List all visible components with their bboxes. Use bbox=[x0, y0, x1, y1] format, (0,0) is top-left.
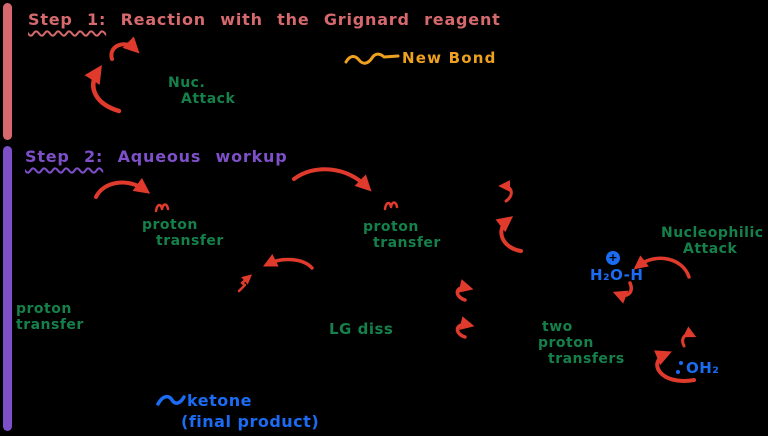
water-formula: OH₂ bbox=[686, 359, 720, 377]
c-curl-arrow-upper bbox=[455, 279, 474, 302]
lg-diss-label: LG diss bbox=[329, 320, 394, 338]
proton-transfer-left-line1: proton bbox=[16, 301, 72, 317]
small-squiggle-arrow-b bbox=[383, 201, 399, 211]
new-bond-label: New Bond bbox=[402, 49, 497, 67]
proton-transfer-b-line2: transfer bbox=[373, 235, 441, 252]
new-bond-squiggle bbox=[344, 52, 400, 65]
small-squiggle-arrow-a bbox=[154, 203, 170, 213]
nuc-attack-line1: Nuc. bbox=[168, 75, 206, 91]
c-shaped-arrow bbox=[495, 216, 523, 253]
step1-heading-text: Reaction with the Grignard reagent bbox=[120, 10, 501, 29]
step1-heading: Step 1: Reaction with the Grignard reage… bbox=[28, 10, 501, 29]
two-proton-transfers-label: two proton transfers bbox=[538, 319, 625, 367]
step1-section-bar bbox=[3, 3, 12, 140]
lone-pair-dot bbox=[679, 361, 683, 365]
product-label-line2: (final product) bbox=[181, 412, 320, 431]
two-pt-line3: transfers bbox=[548, 351, 625, 367]
zigzag-arrow bbox=[237, 274, 253, 293]
curved-arrow-mid-left bbox=[262, 253, 314, 270]
proton-transfer-b-line1: proton bbox=[363, 219, 419, 235]
curved-arrow-step1-curl bbox=[109, 36, 140, 61]
proton-transfer-label-a: proton transfer bbox=[142, 217, 224, 249]
hydronium-formula: H₂O-H bbox=[590, 266, 644, 284]
proton-transfer-a-line2: transfer bbox=[156, 233, 224, 250]
nucleophilic-line1: Nucleophilic bbox=[661, 225, 764, 241]
lone-pair-dot bbox=[676, 370, 680, 374]
step2-heading-text: Aqueous workup bbox=[117, 147, 288, 166]
step2-heading: Step 2: Aqueous workup bbox=[25, 147, 288, 166]
small-squiggle-arrow-water bbox=[681, 326, 697, 348]
mini-arrow-hydronium bbox=[612, 281, 633, 304]
small-curl-arrow bbox=[498, 180, 513, 203]
nucleophilic-line2: Attack bbox=[683, 241, 738, 258]
two-pt-line1: two bbox=[542, 319, 573, 335]
curved-arrow-proton-a bbox=[94, 177, 151, 199]
nuc-attack-line2: Attack bbox=[181, 91, 236, 108]
product-label-line1: ketone bbox=[187, 391, 252, 410]
nucleophilic-attack-label: Nucleophilic Attack bbox=[661, 225, 764, 257]
curved-arrow-step1-attack bbox=[84, 64, 122, 114]
two-pt-line2: proton bbox=[538, 335, 594, 351]
proton-transfer-a-line1: proton bbox=[142, 217, 198, 233]
proton-transfer-label-b: proton transfer bbox=[363, 219, 441, 251]
ketone-tilde-squiggle bbox=[156, 394, 186, 406]
curved-arrow-nucleophilic-attack bbox=[633, 255, 691, 279]
positive-charge-icon: + bbox=[606, 251, 620, 265]
curved-arrow-proton-b bbox=[292, 167, 372, 192]
proton-transfer-left-line2: transfer bbox=[16, 317, 84, 334]
step1-heading-label: Step 1: bbox=[28, 10, 107, 29]
nuc-attack-label: Nuc. Attack bbox=[168, 75, 235, 107]
proton-transfer-label-left: proton transfer bbox=[16, 301, 84, 333]
c-curl-arrow-lower bbox=[455, 316, 475, 339]
step2-section-bar bbox=[3, 146, 12, 431]
step2-heading-label: Step 2: bbox=[25, 147, 104, 166]
